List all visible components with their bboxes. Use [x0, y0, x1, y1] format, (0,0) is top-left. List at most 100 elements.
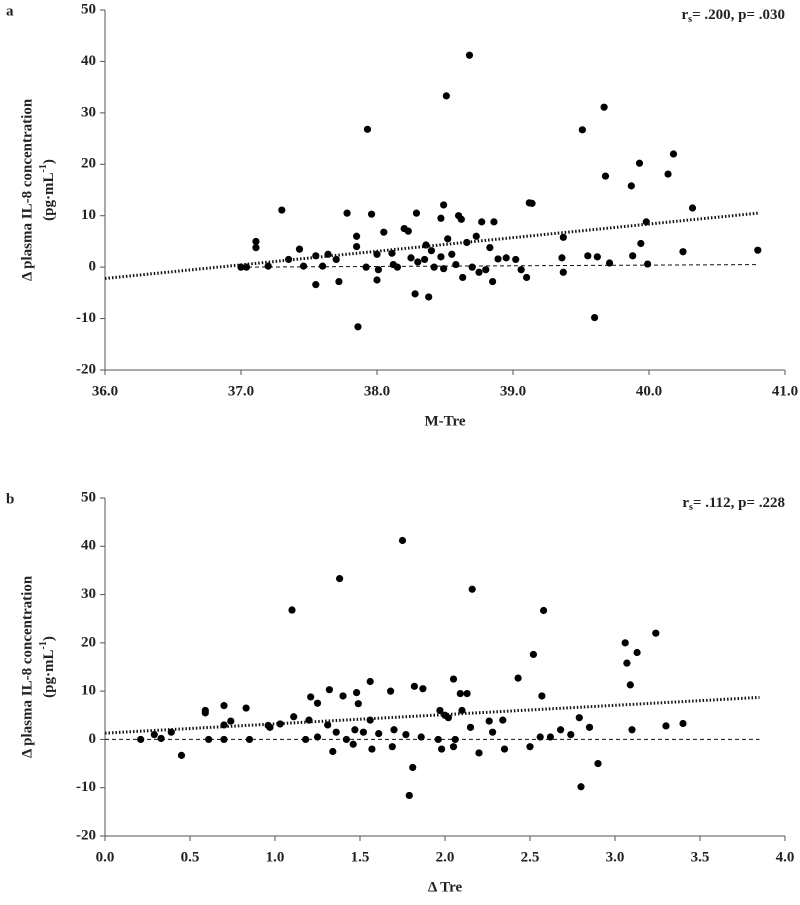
data-point	[605, 259, 614, 267]
data-point	[343, 209, 351, 217]
data-point	[442, 92, 450, 100]
data-point	[373, 250, 381, 258]
y-tick-label: 20	[81, 156, 96, 172]
unit-exponent: -1	[38, 164, 49, 172]
x-tick-label: 38.0	[364, 383, 390, 399]
data-point	[664, 170, 672, 178]
data-point	[459, 273, 467, 282]
unit-close: )	[41, 159, 57, 164]
data-point	[463, 238, 471, 247]
y-tick-label: 10	[81, 683, 96, 699]
data-point	[402, 731, 410, 739]
data-point	[546, 733, 555, 741]
data-point	[478, 218, 486, 226]
unit-text: (pg·mL	[41, 650, 57, 698]
data-point	[349, 740, 357, 748]
data-point	[512, 255, 520, 264]
x-tick-label: 40.0	[636, 383, 662, 399]
data-point	[463, 689, 471, 698]
data-point	[475, 268, 483, 276]
trend-line	[104, 211, 758, 280]
data-point	[485, 717, 493, 725]
data-point	[688, 204, 697, 212]
data-point	[754, 246, 762, 254]
data-point	[489, 277, 497, 286]
x-tick-label: 0.0	[96, 849, 115, 865]
x-axis-title: M-Tre	[424, 413, 465, 429]
data-point	[468, 585, 476, 593]
data-point	[662, 722, 670, 730]
data-point	[354, 700, 362, 708]
data-point	[417, 733, 425, 741]
y-tick-label: 40	[81, 538, 96, 554]
data-point	[585, 723, 594, 731]
data-point	[626, 681, 634, 689]
data-point	[290, 713, 298, 721]
data-point	[438, 745, 446, 753]
data-point	[472, 232, 480, 240]
x-tick-label: 2.0	[436, 849, 455, 865]
unit-exponent: -1	[38, 641, 49, 649]
data-point	[177, 751, 186, 759]
data-point	[342, 735, 350, 744]
x-tick-label: 0.5	[181, 849, 200, 865]
data-point	[353, 242, 361, 251]
data-point	[456, 689, 464, 698]
data-point	[444, 235, 452, 243]
data-point	[482, 266, 490, 274]
panel-label: b	[6, 491, 14, 507]
data-point	[227, 717, 235, 725]
data-point	[536, 733, 544, 741]
annotation-sub: s	[689, 502, 693, 513]
data-point	[351, 726, 359, 734]
unit-text: (pg·mL	[41, 173, 57, 221]
x-tick-label: 1.0	[266, 849, 285, 865]
data-point	[557, 726, 565, 734]
y-tick-label: -10	[76, 310, 96, 326]
data-point	[440, 201, 448, 209]
data-point	[538, 692, 546, 700]
data-point	[451, 735, 459, 744]
data-point	[220, 702, 228, 710]
data-point	[167, 728, 175, 736]
data-point	[325, 686, 333, 694]
y-tick-label: 0	[89, 259, 97, 275]
data-point	[526, 743, 534, 751]
data-point	[629, 252, 637, 260]
x-tick-label: 3.5	[691, 849, 710, 865]
unit-close: )	[41, 636, 57, 641]
data-point	[594, 759, 602, 768]
y-tick-label: 50	[81, 489, 96, 505]
data-point	[407, 254, 415, 262]
data-point	[237, 263, 245, 271]
annotation: rs= .112, p= .228	[682, 495, 785, 513]
data-point	[404, 227, 412, 235]
data-point	[266, 723, 274, 731]
x-tick-label: 36.0	[92, 383, 118, 399]
y-tick-label: -20	[76, 827, 96, 843]
data-point	[575, 714, 583, 722]
y-tick-label: 50	[81, 1, 96, 17]
data-point	[642, 218, 650, 226]
data-point	[434, 735, 442, 744]
data-point	[517, 266, 525, 274]
x-axis-title: Δ Tre	[428, 879, 463, 895]
data-point	[449, 675, 458, 683]
data-point	[332, 255, 340, 264]
data-point	[601, 172, 610, 180]
data-point	[359, 728, 367, 736]
zero-line	[240, 264, 758, 268]
data-point	[679, 719, 687, 728]
y-tick-label: 10	[81, 207, 96, 223]
y-axis-title: Δ plasma IL-8 concentration	[19, 98, 35, 281]
data-point	[465, 51, 474, 59]
annotation-sub: s	[688, 14, 692, 25]
data-point	[393, 263, 401, 271]
data-point	[559, 233, 567, 241]
data-point	[252, 237, 260, 246]
data-point	[375, 730, 383, 738]
data-point	[313, 733, 322, 741]
data-point	[444, 714, 452, 722]
data-point	[458, 706, 466, 715]
